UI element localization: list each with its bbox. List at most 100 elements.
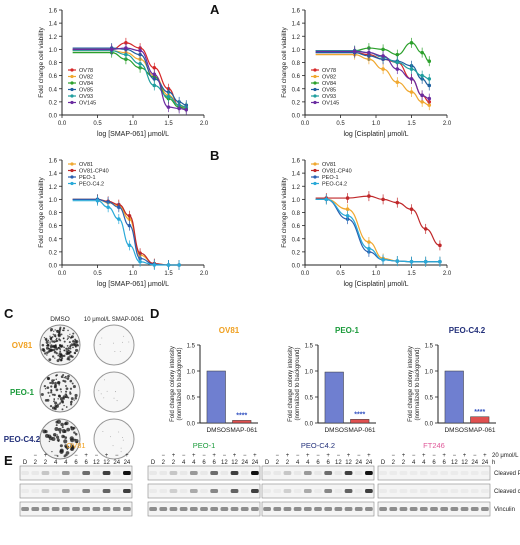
- legend-entry: OV82: [322, 75, 336, 81]
- treatment-sign: −: [162, 453, 166, 459]
- bar-smap-061: [470, 416, 490, 424]
- timepoint-label: 12: [345, 460, 352, 466]
- bar-dmso: [324, 371, 344, 424]
- blot-band: [61, 471, 70, 475]
- data-point: [395, 60, 400, 65]
- colony: [53, 330, 55, 332]
- colony: [51, 381, 55, 385]
- data-point: [409, 259, 414, 264]
- data-point: [427, 103, 432, 107]
- colony: [47, 377, 50, 380]
- y-tick-label: 0.5: [187, 396, 196, 402]
- data-point: [95, 198, 100, 203]
- x-tick-label: 1.5: [164, 271, 173, 277]
- colony: [122, 439, 124, 441]
- timepoint-label: 12: [103, 460, 110, 466]
- y-tick-label: 0.8: [292, 61, 301, 67]
- x-tick-label: 0.0: [301, 271, 310, 277]
- blot-band: [189, 489, 198, 493]
- blot-band: [344, 489, 353, 493]
- colony: [64, 396, 67, 399]
- data-point: [367, 246, 371, 251]
- colony: [54, 434, 56, 437]
- y-axis-label: Fold change colony intensity(normalized …: [408, 346, 421, 422]
- y-tick-label: 0.0: [305, 422, 314, 428]
- colony: [99, 344, 101, 345]
- data-point: [438, 243, 442, 248]
- treatment-sign: +: [463, 453, 467, 459]
- legend-entry: OV93: [322, 94, 336, 100]
- blot-band: [123, 489, 131, 493]
- x-tick-label: 0.5: [93, 271, 102, 277]
- blot-band: [344, 507, 353, 511]
- colony: [55, 388, 59, 392]
- blot-band: [419, 471, 428, 475]
- blot-band: [240, 489, 249, 493]
- timepoint-label: 4: [412, 460, 416, 466]
- colony: [63, 454, 66, 458]
- chart-b-left: 0.0 0.2 0.4 0.6 0.8 1.0 1.2 1.4 1.6 0.0 0.5 1.0 1.5 2…: [38, 159, 209, 289]
- data-point: [152, 83, 157, 88]
- blot-band: [481, 489, 489, 493]
- colony: [47, 339, 50, 342]
- blot-band: [460, 489, 469, 493]
- colony: [53, 379, 55, 381]
- well-drug: [93, 324, 135, 366]
- colony: [57, 403, 59, 406]
- colony: [58, 384, 60, 386]
- colony: [63, 340, 66, 343]
- treatment-sign: −: [74, 453, 78, 459]
- blot-band: [263, 489, 271, 493]
- treatment-sign: +: [44, 453, 48, 459]
- x-tick-label: 2.0: [200, 271, 209, 277]
- treatment-sign: +: [347, 453, 351, 459]
- treatment-sign: +: [422, 453, 426, 459]
- x-tick-label: 1.5: [407, 121, 416, 127]
- data-point: [423, 259, 428, 264]
- series-peo-c4.2: [315, 194, 442, 267]
- blot-band: [92, 489, 101, 493]
- y-tick-label: 0.4: [49, 87, 58, 93]
- colony: [53, 340, 56, 343]
- colony: [62, 337, 65, 340]
- blot-band: [314, 507, 322, 511]
- legend-entry: OV81-CP40: [79, 169, 109, 175]
- colony: [56, 381, 61, 385]
- colony: [49, 338, 53, 341]
- blot-group-title: OV81: [66, 441, 85, 450]
- colony: [66, 348, 68, 350]
- x-tick-label: 1.0: [372, 121, 381, 127]
- treatment-sign: −: [473, 453, 477, 459]
- chart-d-peo1: PEO-1 0.0 0.5 1.0 1.5 Fold change colony inte…: [288, 326, 376, 434]
- y-tick-label: 1.0: [305, 370, 314, 376]
- y-axis-label: Fold change cell viability: [281, 177, 288, 248]
- treatment-sign: −: [357, 453, 361, 459]
- significance-stars: ****: [474, 409, 485, 416]
- y-tick-label: 1.0: [292, 48, 301, 54]
- legend-marker: [313, 181, 317, 186]
- timepoint-label: 24: [252, 460, 259, 466]
- y-tick-label: 0.4: [292, 87, 301, 93]
- colony: [54, 357, 56, 359]
- blot-band: [179, 507, 188, 511]
- colony: [57, 346, 60, 349]
- colony: [74, 439, 79, 444]
- data-point: [427, 96, 432, 101]
- blot-group-title: PEO-1: [193, 441, 216, 450]
- timepoint-label: 4: [422, 460, 426, 466]
- blot-strip: [19, 465, 133, 481]
- data-point: [381, 197, 385, 202]
- colony: [74, 340, 78, 344]
- legend-marker: [313, 74, 317, 79]
- panel-c: DMSO 10 μmol/L SMAP-0061 OV81 PEO-1 PEO-C4.2: [4, 316, 145, 460]
- blot-band: [51, 507, 60, 511]
- y-axis-label-line: (normalized to background): [177, 347, 183, 420]
- colony: [69, 392, 72, 395]
- y-tick-label: 0.8: [49, 211, 58, 217]
- colony: [60, 357, 64, 360]
- y-tick-label: 0.0: [49, 114, 58, 120]
- timepoint-label: 2: [34, 460, 38, 466]
- blot-strip: [147, 465, 261, 481]
- treatment-sign: +: [286, 453, 290, 459]
- timepoint-label: 24: [366, 460, 373, 466]
